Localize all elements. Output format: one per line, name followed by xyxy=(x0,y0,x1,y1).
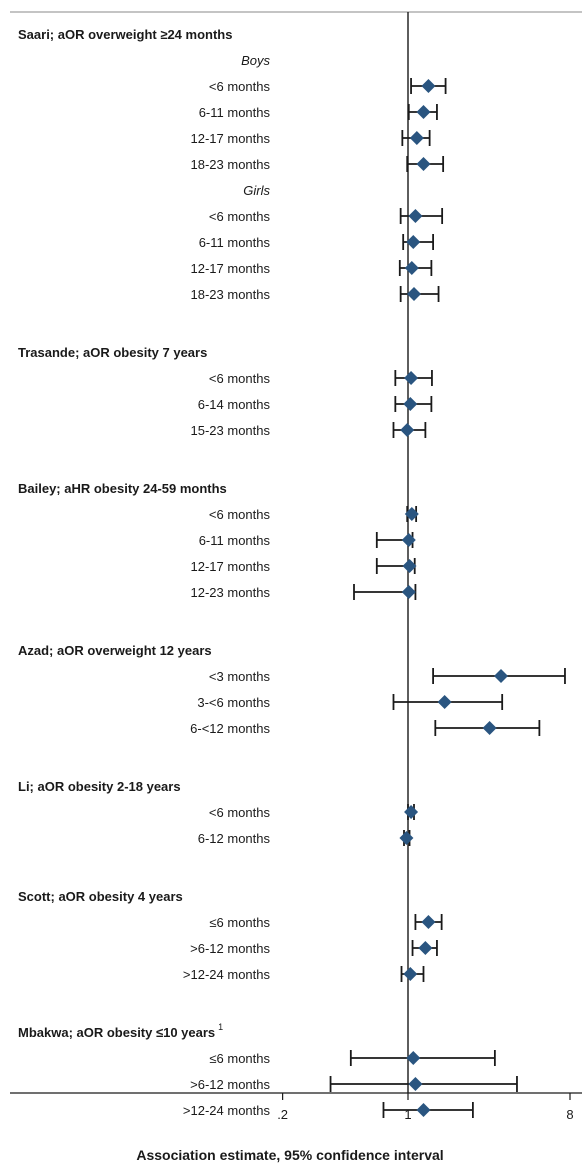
row-label: 6-<12 months xyxy=(190,721,270,736)
row-label: 18-23 months xyxy=(191,157,271,172)
group-title: Azad; aOR overweight 12 years xyxy=(18,643,212,658)
plot-frame xyxy=(10,11,582,1094)
row-label: <6 months xyxy=(209,507,271,522)
group-title: Scott; aOR obesity 4 years xyxy=(18,889,183,904)
group-title: Li; aOR obesity 2-18 years xyxy=(18,779,181,794)
point-estimate-marker xyxy=(418,941,433,955)
row-label: 15-23 months xyxy=(191,423,271,438)
x-tick-label: 1 xyxy=(404,1107,411,1122)
group-title: Trasande; aOR obesity 7 years xyxy=(18,345,207,360)
point-estimate-marker xyxy=(402,559,417,573)
row-label: <6 months xyxy=(209,371,271,386)
point-estimate-marker xyxy=(416,157,431,171)
x-axis: .2 1 8 xyxy=(277,1093,574,1122)
point-estimate-marker xyxy=(408,1077,423,1091)
point-estimate-marker xyxy=(404,805,419,819)
row-label: <6 months xyxy=(209,805,271,820)
point-estimate-marker xyxy=(403,397,418,411)
point-estimate-marker xyxy=(437,695,452,709)
row-label: ≤6 months xyxy=(209,915,270,930)
group-footnote-marker: 1 xyxy=(218,1022,223,1032)
point-estimate-marker xyxy=(494,669,509,683)
point-estimate-marker xyxy=(401,533,416,547)
point-estimate-marker xyxy=(416,1103,431,1117)
row-label: >12-24 months xyxy=(183,967,271,982)
subgroup-label: Boys xyxy=(241,53,270,68)
row-label: 6-11 months xyxy=(199,235,271,250)
point-estimate-marker xyxy=(482,721,497,735)
x-axis-label: Association estimate, 95% confidence int… xyxy=(136,1147,443,1163)
point-estimate-marker xyxy=(406,235,421,249)
row-label: 18-23 months xyxy=(191,287,271,302)
point-estimate-marker xyxy=(400,423,415,437)
row-label: >6-12 months xyxy=(190,1077,270,1092)
group-title: Mbakwa; aOR obesity ≤10 years xyxy=(18,1025,215,1040)
row-label: <6 months xyxy=(209,79,271,94)
row-labels: Saari; aOR overweight ≥24 months Boys <6 m… xyxy=(18,27,271,1118)
subgroup-label: Girls xyxy=(243,183,270,198)
row-label: 12-17 months xyxy=(191,131,271,146)
row-label: ≤6 months xyxy=(209,1051,270,1066)
row-label: 12-23 months xyxy=(191,585,271,600)
point-estimate-marker xyxy=(403,967,418,981)
point-estimate-marker xyxy=(416,105,431,119)
row-label: <6 months xyxy=(209,209,271,224)
point-estimate-marker xyxy=(421,79,436,93)
point-estimate-marker xyxy=(421,915,436,929)
row-label: 6-14 months xyxy=(198,397,271,412)
point-estimate-marker xyxy=(401,585,416,599)
point-estimate-marker xyxy=(408,209,423,223)
point-estimate-marker xyxy=(406,1051,421,1065)
x-tick-label: .2 xyxy=(277,1107,288,1122)
row-label: 6-12 months xyxy=(198,831,271,846)
point-estimate-marker xyxy=(404,507,419,521)
row-label: 3-<6 months xyxy=(197,695,270,710)
row-label: 6-11 months xyxy=(199,105,271,120)
row-label: 12-17 months xyxy=(191,559,271,574)
group-title: Bailey; aHR obesity 24-59 months xyxy=(18,481,227,496)
point-estimate-marker xyxy=(409,131,424,145)
point-estimate-marker xyxy=(399,831,414,845)
point-estimate-marker xyxy=(404,371,419,385)
row-label: 12-17 months xyxy=(191,261,271,276)
x-tick-label: 8 xyxy=(566,1107,573,1122)
row-label: <3 months xyxy=(209,669,271,684)
group-title: Saari; aOR overweight ≥24 months xyxy=(18,27,232,42)
row-label: >12-24 months xyxy=(183,1103,271,1118)
data-marks xyxy=(329,78,566,1118)
row-label: 6-11 months xyxy=(199,533,271,548)
point-estimate-marker xyxy=(404,261,419,275)
point-estimate-marker xyxy=(406,287,421,301)
row-label: >6-12 months xyxy=(190,941,270,956)
